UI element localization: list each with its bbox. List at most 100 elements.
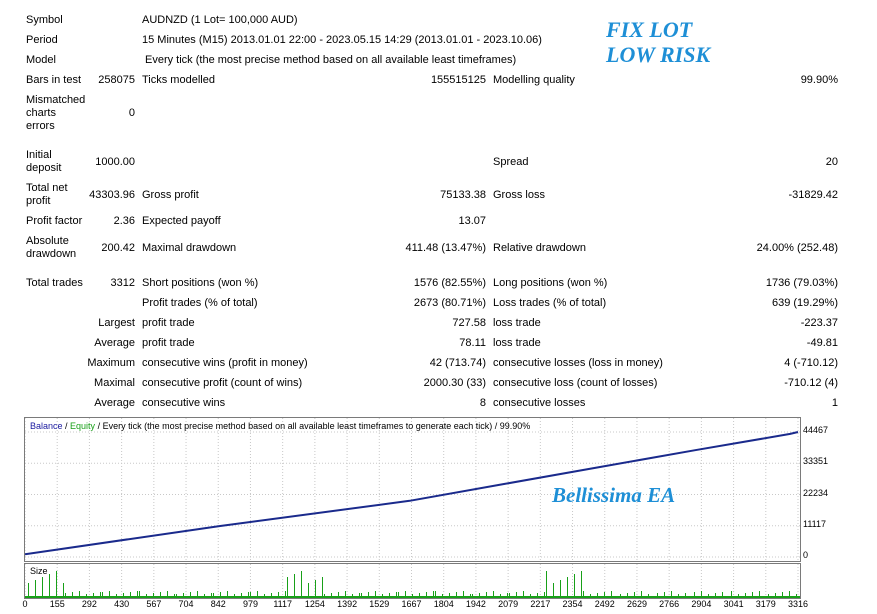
size-bar <box>331 593 332 597</box>
size-bar <box>137 591 138 597</box>
x-tick-label: 2217 <box>530 599 551 609</box>
lt-label: Loss trades (% of total) <box>493 297 607 309</box>
average2-label: Average <box>94 397 135 409</box>
x-tick-label: 567 <box>146 599 162 609</box>
size-bar <box>176 594 177 597</box>
size-bar <box>361 593 362 597</box>
size-bar <box>759 591 760 597</box>
mcl-label: consecutive losses (loss in money) <box>493 357 663 369</box>
x-tick-label: 1117 <box>273 599 292 609</box>
quality-value: 99.90% <box>800 74 838 86</box>
x-tick-label: 704 <box>178 599 194 609</box>
size-bar <box>731 591 732 597</box>
legend-equity: Equity <box>70 421 96 431</box>
size-bar <box>581 571 582 597</box>
ll-value: -223.37 <box>800 317 838 329</box>
size-bar <box>324 594 325 597</box>
symbol-label: Symbol <box>26 14 63 26</box>
size-bar <box>419 593 420 597</box>
size-bar <box>745 593 746 597</box>
size-bar <box>264 594 265 597</box>
lp-label: profit trade <box>142 317 195 329</box>
short-label: Short positions (won %) <box>142 277 259 289</box>
size-bar <box>42 577 43 597</box>
bars-label: Bars in test <box>26 74 82 86</box>
lp-value: 727.58 <box>452 317 486 329</box>
size-bar <box>694 592 695 597</box>
size-chart: Size <box>24 563 801 599</box>
lt-value: 639 (19.29%) <box>771 297 838 309</box>
mismatch-value: 0 <box>128 107 135 119</box>
size-bar <box>257 591 258 597</box>
reldd-label: Relative drawdown <box>493 242 586 254</box>
long-label: Long positions (won %) <box>493 277 608 289</box>
size-bar <box>627 593 628 597</box>
pt-label: Profit trades (% of total) <box>142 297 258 309</box>
size-bar <box>715 593 716 597</box>
size-bar <box>678 594 679 597</box>
size-bar <box>213 593 214 597</box>
pf-value: 2.36 <box>113 215 135 227</box>
size-bar <box>116 594 117 597</box>
balance-chart-svg <box>25 418 800 561</box>
balance-chart: Balance / Equity / Every tick (the most … <box>24 417 801 562</box>
size-bar <box>248 592 249 597</box>
ticks-value: 155515125 <box>430 74 486 86</box>
chart-caption: Bellissima EA <box>552 483 676 507</box>
size-bar <box>375 591 376 597</box>
period-label: Period <box>26 34 58 46</box>
bars-value: 258075 <box>98 74 135 86</box>
size-bar <box>204 594 205 597</box>
size-bar <box>72 592 73 597</box>
mcl-value: 4 (-710.12) <box>784 357 838 369</box>
x-tick-label: 1529 <box>369 599 390 609</box>
size-bar <box>449 593 450 597</box>
model-label: Model <box>26 54 56 66</box>
size-bar <box>426 592 427 597</box>
size-bar <box>433 591 434 597</box>
y-tick-label: 11117 <box>803 518 827 529</box>
deposit-value: 1000.00 <box>95 156 135 168</box>
size-bar <box>396 592 397 597</box>
size-bar <box>197 591 198 597</box>
x-tick-label: 0 <box>22 599 28 609</box>
size-bar <box>389 593 390 597</box>
size-bar <box>685 593 686 597</box>
size-bar <box>752 592 753 597</box>
size-bar <box>722 592 723 597</box>
size-bar <box>456 592 457 597</box>
x-tick-label: 2354 <box>562 599 583 609</box>
size-bar <box>227 591 228 597</box>
maxdd-value: 411.48 (13.47%) <box>405 242 486 254</box>
size-bar <box>250 592 251 597</box>
long-value: 1736 (79.03%) <box>765 277 838 289</box>
maximal-label: Maximal <box>94 377 135 389</box>
size-bar <box>507 593 508 597</box>
netprofit-label: Total net profit <box>26 182 68 207</box>
size-bar <box>345 591 346 597</box>
size-bar <box>183 593 184 597</box>
size-bar <box>509 593 510 597</box>
size-bar <box>442 594 443 597</box>
size-bar <box>567 577 568 597</box>
size-bar <box>493 591 494 597</box>
size-bar <box>338 592 339 597</box>
model-value: Every tick (the most precise method base… <box>145 54 517 66</box>
size-bar <box>220 592 221 597</box>
acl-value: 1 <box>831 397 838 409</box>
size-bar <box>583 591 584 597</box>
x-tick-label: 2766 <box>659 599 680 609</box>
x-tick-label: 3041 <box>723 599 744 609</box>
mcp-value: 2000.30 (33) <box>423 377 486 389</box>
size-bar <box>405 591 406 597</box>
x-tick-label: 430 <box>114 599 130 609</box>
size-bar <box>368 592 369 597</box>
grossprofit-value: 75133.38 <box>440 189 486 201</box>
mclc-value: -710.12 (4) <box>784 377 838 389</box>
grossprofit-label: Gross profit <box>142 189 199 201</box>
size-bar <box>641 591 642 597</box>
size-bar <box>278 592 279 597</box>
size-bar <box>28 583 29 597</box>
size-bar <box>648 594 649 597</box>
size-bar <box>382 594 383 597</box>
